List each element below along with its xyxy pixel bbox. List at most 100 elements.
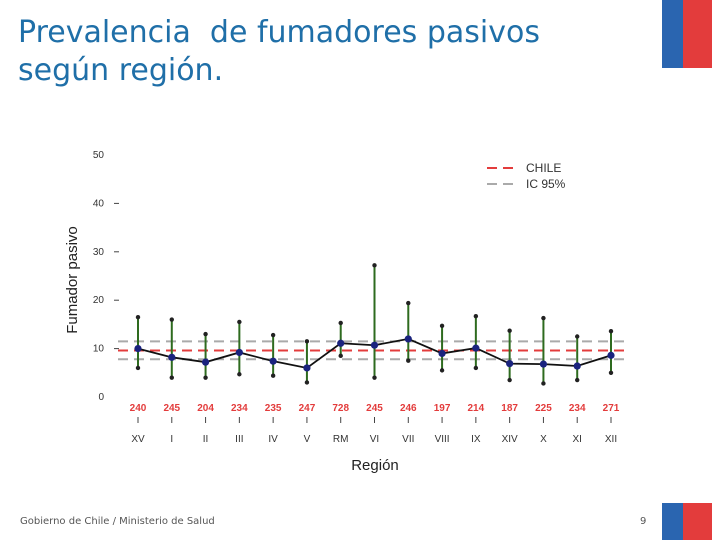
data-point <box>404 335 412 343</box>
error-bar-lower-cap <box>304 380 310 385</box>
error-bar-lower-cap <box>439 368 445 373</box>
error-bar-lower-cap <box>541 381 546 386</box>
x-tick-label: V <box>304 434 311 445</box>
data-point <box>337 339 345 347</box>
x-tick-label: XII <box>605 434 617 445</box>
error-bar-lower-cap <box>237 372 242 377</box>
data-point <box>303 364 311 372</box>
data-point <box>506 360 514 368</box>
sample-size-label: 204 <box>197 403 214 414</box>
x-tick-label: XV <box>131 434 145 445</box>
error-bar-upper-cap <box>608 328 614 334</box>
sample-size-label: 235 <box>265 403 282 414</box>
sample-size-label: 728 <box>332 403 349 414</box>
data-point <box>472 344 480 352</box>
error-bar-lower-cap <box>575 377 580 383</box>
y-tick-label: 10 <box>93 344 105 355</box>
slide-title: Prevalencia de fumadores pasivos según r… <box>18 14 540 90</box>
sample-size-label: 214 <box>468 403 485 414</box>
y-axis: 0 10 20 30 40 50 <box>93 150 119 403</box>
sample-size-label: 271 <box>603 403 620 414</box>
error-bars <box>135 263 614 386</box>
x-tick-label: IV <box>268 434 278 445</box>
x-tick-label: II <box>203 434 209 445</box>
legend-label: CHILE <box>526 161 561 175</box>
x-axis: XV I II III IV V RM VI VII VIII IX XIV X XI XII <box>131 417 617 445</box>
error-bar-upper-cap <box>541 315 546 321</box>
error-bar-lower-cap <box>169 375 174 380</box>
y-tick-label: 20 <box>93 295 105 306</box>
x-tick-label: VI <box>370 434 379 445</box>
data-point <box>168 353 176 361</box>
sample-size-label: 187 <box>501 403 518 414</box>
error-bar-upper-cap <box>338 320 343 326</box>
sample-size-label: 197 <box>434 403 451 414</box>
legend: CHILE IC 95% <box>487 161 566 191</box>
error-bar-upper-cap <box>507 328 512 333</box>
x-tick-label: X <box>540 434 547 445</box>
x-tick-label: IX <box>471 434 481 445</box>
data-point <box>134 345 142 353</box>
x-tick-label: RM <box>333 434 349 445</box>
sample-size-label: 246 <box>400 403 417 414</box>
error-bar-lower-cap <box>338 353 343 359</box>
flag-red-band <box>683 0 712 68</box>
data-point <box>269 357 277 365</box>
error-bar-upper-cap <box>304 339 310 344</box>
slide-title-line1: Prevalencia de fumadores pasivos <box>18 15 540 50</box>
chile-flag-top <box>662 0 712 68</box>
flag-red-band <box>683 503 712 540</box>
sample-size-label: 225 <box>535 403 552 414</box>
data-point <box>201 358 210 366</box>
data-point <box>607 351 615 359</box>
slide-title-line2: según región. <box>18 53 224 88</box>
error-bar-lower-cap <box>372 375 377 380</box>
x-axis-title: Región <box>351 457 399 474</box>
sample-size-label: 245 <box>163 403 180 414</box>
x-tick-label: I <box>170 434 173 445</box>
flag-blue-band <box>662 503 683 540</box>
error-bar-lower-cap <box>203 375 208 380</box>
x-tick-label: III <box>235 434 243 445</box>
sample-size-label: 247 <box>299 403 316 414</box>
sample-size-label: 240 <box>130 403 147 414</box>
legend-label: IC 95% <box>526 177 566 191</box>
error-bar-lower-cap <box>135 365 141 371</box>
error-bar-upper-cap <box>169 317 174 322</box>
flag-blue-band <box>662 0 683 68</box>
error-bar-lower-cap <box>406 358 411 363</box>
data-point <box>438 349 446 358</box>
data-point <box>235 348 243 357</box>
error-bar-upper-cap <box>575 334 580 339</box>
y-tick-label: 0 <box>98 392 104 403</box>
chile-flag-bottom <box>662 503 712 540</box>
error-bar-upper-cap <box>270 332 276 338</box>
error-bar-upper-cap <box>237 319 242 325</box>
data-point <box>539 360 548 368</box>
footer-text: Gobierno de Chile / Ministerio de Salud <box>20 516 215 527</box>
data-points <box>134 335 615 372</box>
error-bar-upper-cap <box>203 331 208 337</box>
sample-size-labels: 240 245 204 234 235 247 728 245 246 197 214 187 225 2… <box>130 403 620 414</box>
y-tick-label: 30 <box>93 247 105 258</box>
error-bar-lower-cap <box>270 373 276 378</box>
error-bar-upper-cap <box>372 263 377 268</box>
x-tick-label: XI <box>572 434 581 445</box>
error-bar-upper-cap <box>439 323 445 329</box>
y-axis-title: Fumador pasivo <box>64 226 81 334</box>
error-bar-lower-cap <box>507 377 512 383</box>
data-point <box>573 362 581 370</box>
x-tick-label: XIV <box>502 434 518 445</box>
x-tick-label: VII <box>402 434 414 445</box>
error-bar-upper-cap <box>135 314 141 320</box>
data-point <box>370 341 379 349</box>
page-number: 9 <box>640 516 647 527</box>
error-bar-upper-cap <box>406 300 411 306</box>
x-tick-label: VIII <box>435 434 450 445</box>
sample-size-label: 234 <box>569 403 586 414</box>
sample-size-label: 234 <box>231 403 248 414</box>
sample-size-label: 245 <box>366 403 383 414</box>
y-tick-label: 40 <box>93 198 105 209</box>
y-tick-label: 50 <box>93 150 105 161</box>
